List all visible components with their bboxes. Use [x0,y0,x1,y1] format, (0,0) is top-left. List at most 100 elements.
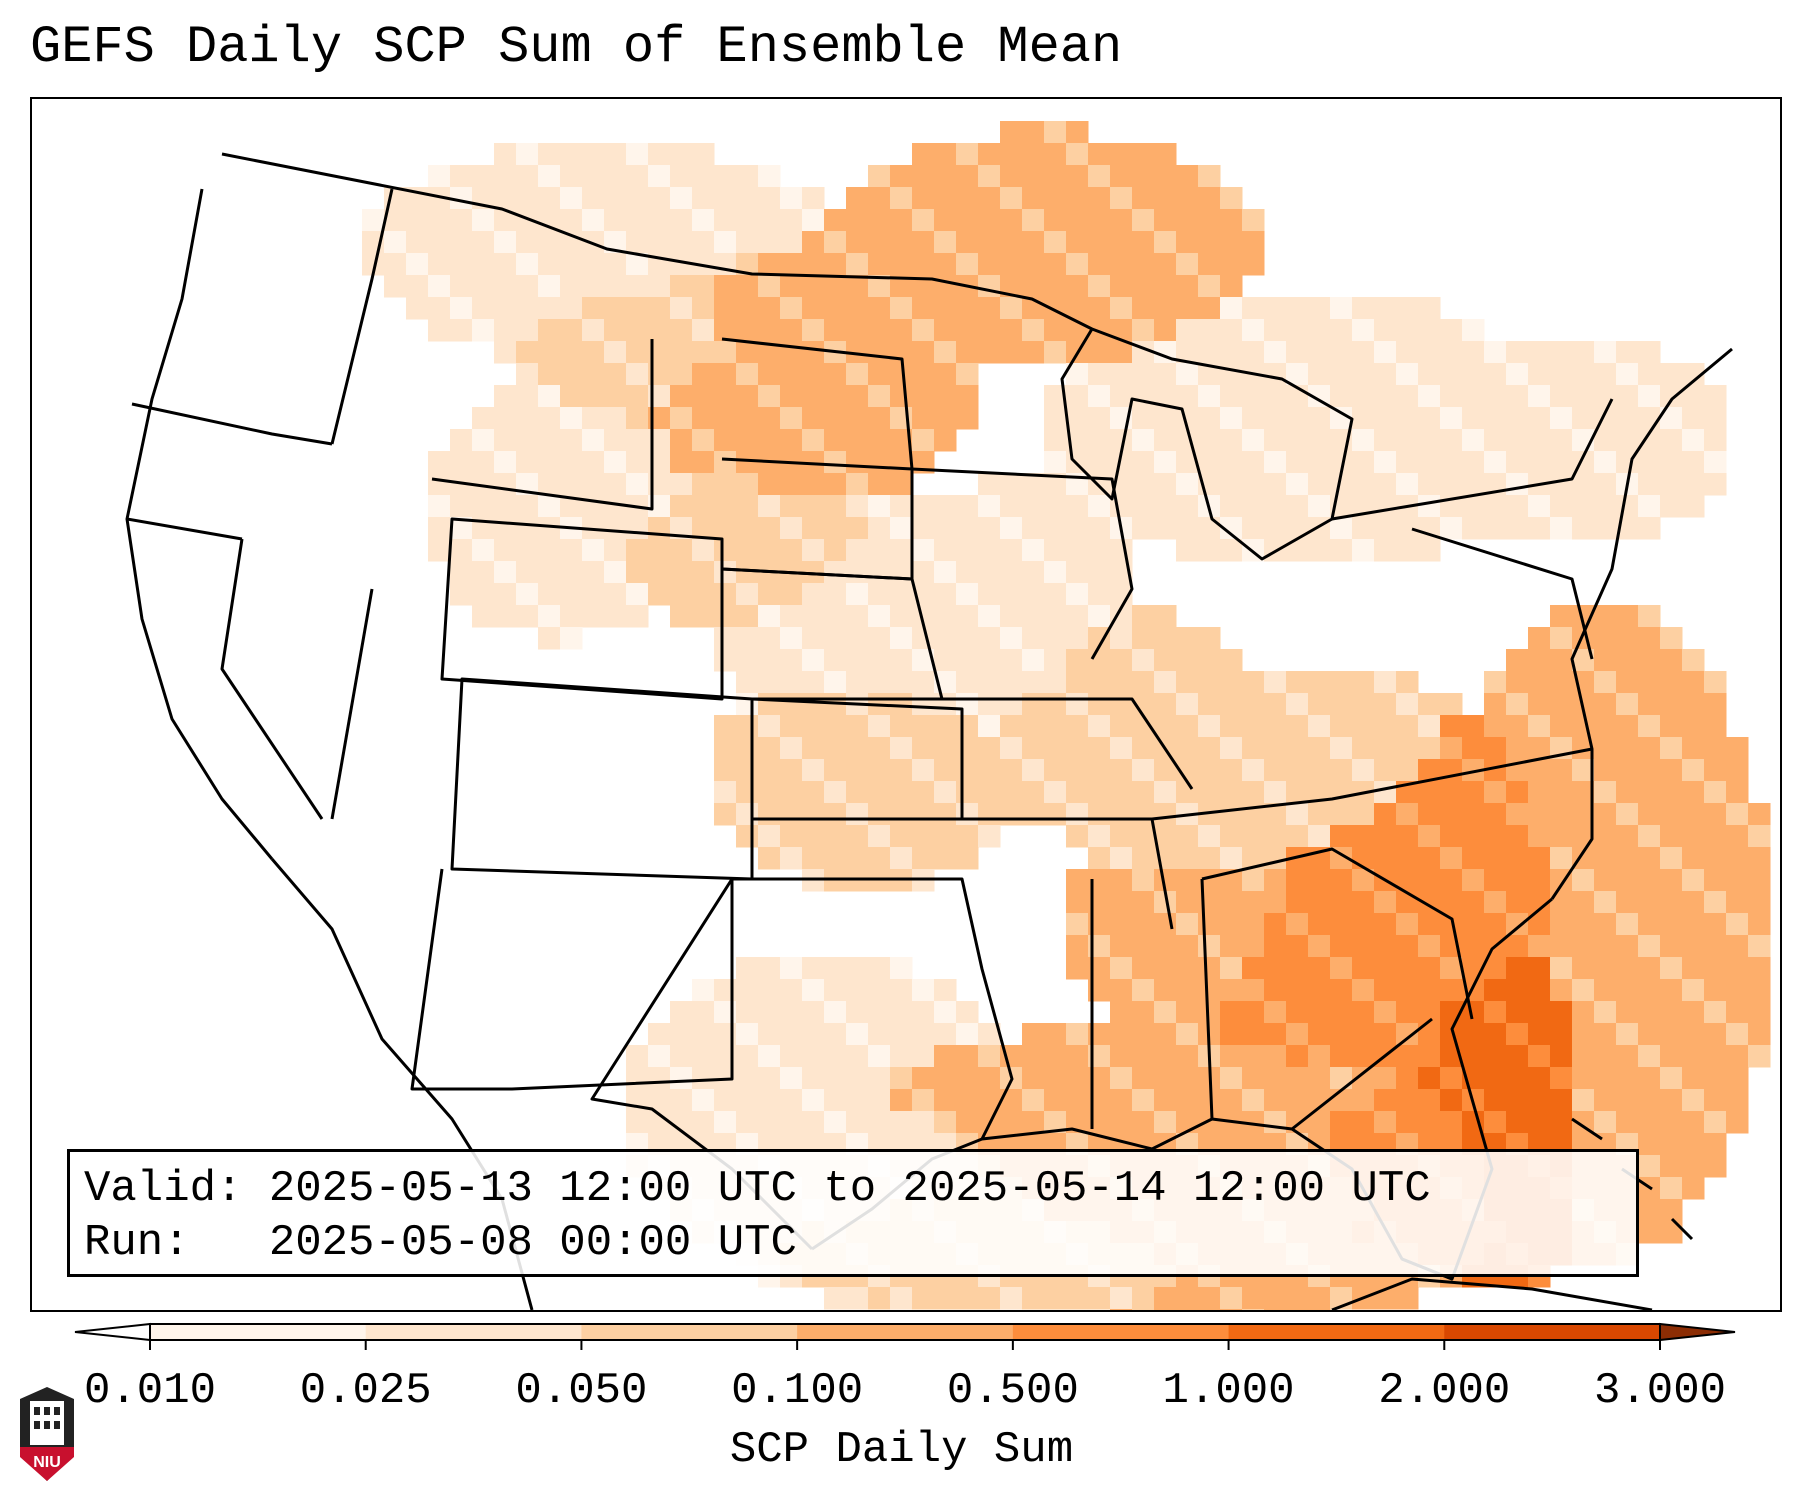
scp-cell [494,187,517,210]
scp-cell [1660,1045,1683,1068]
scp-cell [538,363,561,386]
scp-cell [538,407,561,430]
scp-cell [890,737,913,760]
scp-cell [1132,1067,1155,1090]
scp-cell [736,671,759,694]
scp-cell [582,297,605,320]
scp-cell [1484,869,1507,892]
scp-cell [978,715,1001,738]
scp-cell [978,143,1001,166]
scp-cell [1638,803,1661,826]
scp-cell [1088,649,1111,672]
scp-cell [692,209,715,232]
scp-cell [1242,319,1265,342]
scp-cell [1682,693,1705,716]
scp-cell [802,781,825,804]
scp-cell [1528,451,1551,474]
scp-cell [604,605,627,628]
scp-cell [934,1111,957,1134]
scp-cell [1286,979,1309,1002]
scp-cell [780,1111,803,1134]
scp-cell [1220,187,1243,210]
scp-cell [1572,1045,1595,1068]
scp-cell [1528,341,1551,364]
scp-cell [1682,913,1705,936]
scp-cell [1352,737,1375,760]
scp-cell [1440,693,1463,716]
scp-cell [1176,341,1199,364]
scp-cell [912,979,935,1002]
scp-cell [1132,891,1155,914]
scp-cell [978,341,1001,364]
scp-cell [1308,803,1331,826]
scp-cell [1396,407,1419,430]
scp-cell [1066,385,1089,408]
scp-cell [1330,341,1353,364]
scp-cell [1528,825,1551,848]
scp-cell [604,297,627,320]
scp-cell [1088,737,1111,760]
scp-cell [824,1111,847,1134]
scp-cell [626,187,649,210]
scp-cell [1748,847,1771,870]
scp-cell [450,187,473,210]
scp-cell [1066,935,1089,958]
scp-cell [1550,495,1573,518]
scp-cell [1022,209,1045,232]
scp-cell [1638,979,1661,1002]
scp-cell [1374,385,1397,408]
scp-cell [1000,297,1023,320]
scp-cell [912,319,935,342]
scp-cell [494,385,517,408]
scp-cell [1132,473,1155,496]
scp-cell [1462,847,1485,870]
scp-cell [1264,935,1287,958]
scp-cell [1330,517,1353,540]
scp-cell [802,605,825,628]
scp-cell [1110,429,1133,452]
scp-cell [1088,341,1111,364]
scp-cell [890,319,913,342]
scp-cell [846,209,869,232]
scp-cell [1308,1111,1331,1134]
scp-cell [450,319,473,342]
scp-cell [648,1045,671,1068]
colorbar-segment [797,1324,1014,1340]
northeast [1331,398,1614,660]
scp-cell [1506,671,1529,694]
scp-cell [1110,891,1133,914]
scp-cell [868,605,891,628]
scp-cell [1066,913,1089,936]
scp-cell [1154,385,1177,408]
scp-cell [1704,1045,1727,1068]
scp-cell [1550,935,1573,958]
scp-cell [934,187,957,210]
scp-cell [1220,803,1243,826]
scp-cell [802,341,825,364]
scp-cell [1374,517,1397,540]
scp-cell [1154,363,1177,386]
scp-cell [890,495,913,518]
scp-cell [1418,781,1441,804]
scp-cell [1704,847,1727,870]
scp-cell [1220,473,1243,496]
scp-cell [1418,1089,1441,1112]
scp-cell [1682,1067,1705,1090]
map-title: GEFS Daily SCP Sum of Ensemble Mean [30,18,1123,77]
scp-cell [1154,407,1177,430]
scp-cell [538,275,561,298]
scp-cell [802,1067,825,1090]
scp-cell [670,1001,693,1024]
scp-cell [1044,1287,1067,1310]
us-canada-border [221,152,1093,331]
scp-cell [758,473,781,496]
scp-cell [758,1023,781,1046]
scp-cell [956,759,979,782]
scp-cell [1396,847,1419,870]
scp-cell [1418,385,1441,408]
scp-cell [450,253,473,276]
scp-cell [450,231,473,254]
scp-cell [890,957,913,980]
scp-cell [472,253,495,276]
scp-cell [1704,693,1727,716]
